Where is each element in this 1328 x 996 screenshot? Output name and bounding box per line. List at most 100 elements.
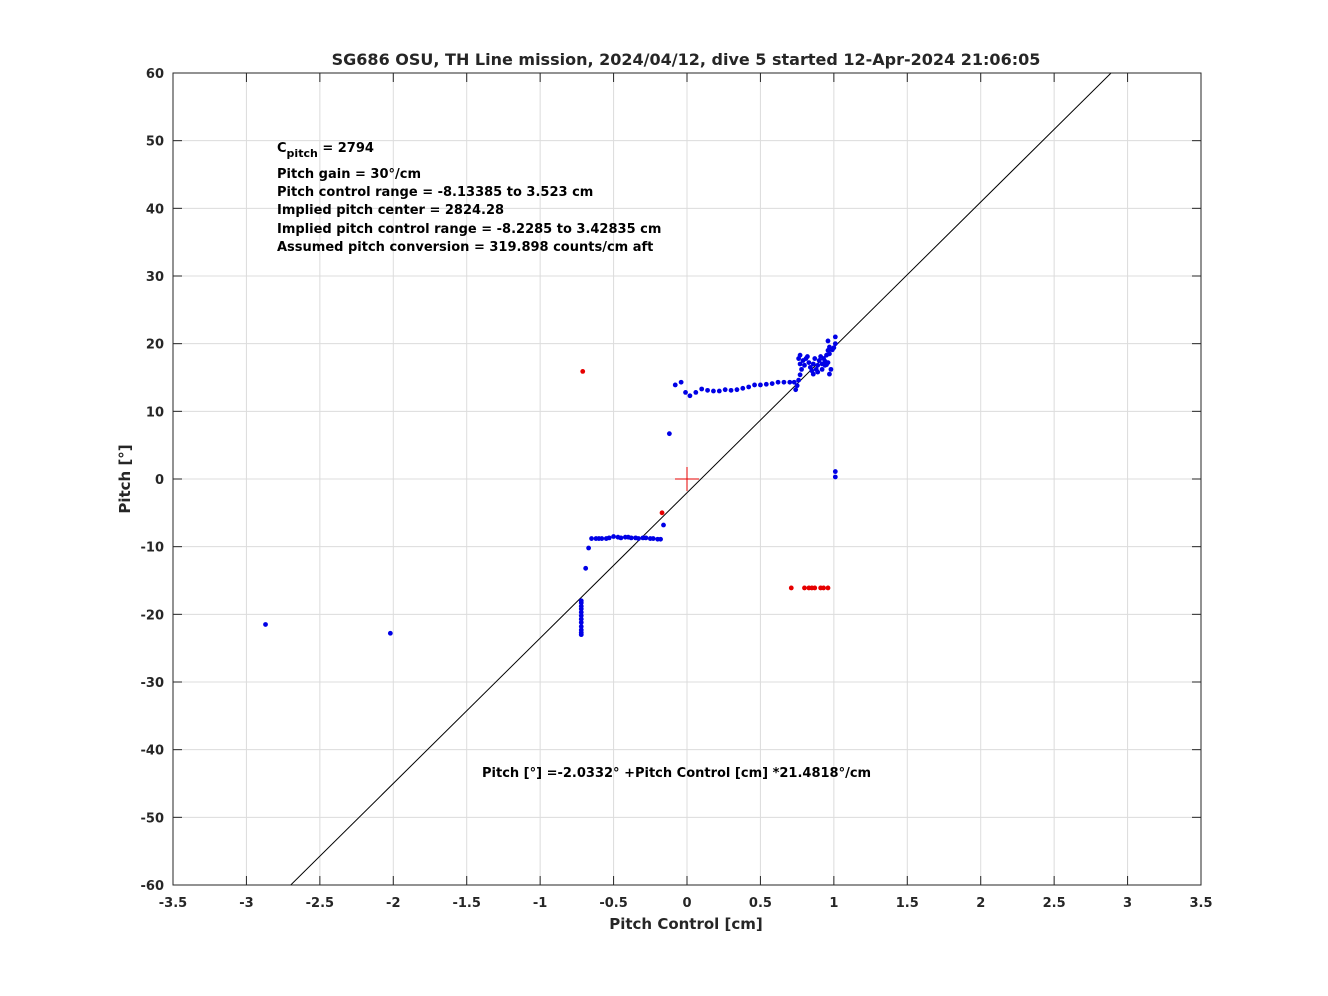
blue-data-point bbox=[716, 388, 722, 394]
fit-line-group bbox=[290, 73, 1112, 885]
fit-line bbox=[290, 73, 1112, 885]
blue-data-point bbox=[722, 387, 728, 393]
blue-data-point bbox=[752, 382, 757, 388]
y-tick-label: 10 bbox=[146, 405, 164, 420]
axes bbox=[172, 72, 1202, 886]
data-points bbox=[263, 334, 838, 638]
red-data-point bbox=[659, 510, 665, 516]
x-tick-label: -3 bbox=[239, 896, 253, 911]
blue-data-point bbox=[806, 360, 812, 366]
blue-data-point bbox=[683, 389, 688, 395]
y-tick-label: -50 bbox=[141, 811, 165, 826]
blue-data-point bbox=[832, 469, 838, 474]
blue-data-point bbox=[799, 366, 804, 372]
x-tick-label: 0 bbox=[682, 896, 691, 911]
blue-data-point bbox=[606, 535, 612, 541]
blue-data-point bbox=[666, 431, 672, 437]
y-tick-label: 0 bbox=[155, 473, 164, 488]
blue-data-point bbox=[832, 474, 838, 480]
x-tick-label: -3.5 bbox=[159, 896, 187, 911]
blue-data-point bbox=[810, 361, 816, 367]
blue-data-point bbox=[672, 382, 678, 388]
grid bbox=[172, 72, 1202, 886]
blue-data-point bbox=[810, 371, 816, 377]
blue-data-point bbox=[661, 522, 666, 528]
blue-data-point bbox=[763, 381, 769, 387]
chart-title: SG686 OSU, TH Line mission, 2024/04/12, … bbox=[332, 50, 1041, 69]
cpitch-subscript: pitch bbox=[287, 147, 318, 160]
blue-data-point bbox=[831, 345, 837, 351]
y-tick-label: -40 bbox=[141, 744, 165, 759]
blue-data-point bbox=[387, 630, 393, 636]
blue-data-point bbox=[791, 379, 797, 385]
y-tick-label: 40 bbox=[146, 202, 164, 217]
red-data-point bbox=[812, 585, 818, 591]
x-tick-label: 2.5 bbox=[1043, 896, 1066, 911]
blue-data-point bbox=[578, 616, 584, 622]
blue-data-point bbox=[699, 386, 705, 392]
blue-data-point bbox=[812, 356, 818, 361]
y-tick-label: -20 bbox=[141, 608, 165, 623]
y-tick-label: -30 bbox=[141, 676, 165, 691]
blue-data-point bbox=[678, 379, 684, 385]
blue-data-point bbox=[578, 603, 584, 609]
blue-data-point bbox=[586, 545, 592, 551]
x-axis-label: Pitch Control [cm] bbox=[609, 915, 763, 933]
blue-data-point bbox=[758, 382, 763, 388]
blue-data-point bbox=[589, 536, 594, 541]
blue-data-point bbox=[658, 536, 663, 542]
blue-data-point bbox=[711, 388, 716, 394]
cpitch-symbol: C bbox=[277, 141, 287, 156]
pitch-gain-annotation: Pitch gain = 30°/cm bbox=[277, 167, 421, 182]
red-data-point bbox=[821, 585, 826, 591]
blue-data-point bbox=[583, 565, 589, 571]
y-tick-label: 20 bbox=[146, 338, 164, 353]
blue-data-point bbox=[643, 535, 649, 541]
y-tick-label: 30 bbox=[146, 270, 164, 285]
x-tick-label: 3 bbox=[1123, 896, 1132, 911]
blue-data-point bbox=[819, 366, 825, 372]
blue-data-point bbox=[578, 609, 584, 615]
x-tick-label: -0.5 bbox=[599, 896, 627, 911]
blue-data-point bbox=[769, 381, 775, 386]
blue-data-point bbox=[815, 369, 821, 375]
blue-data-point bbox=[781, 379, 787, 385]
x-tick-label: -2.5 bbox=[306, 896, 334, 911]
blue-data-point bbox=[628, 535, 634, 541]
x-tick-label: 1.5 bbox=[896, 896, 919, 911]
red-data-point bbox=[788, 585, 794, 591]
blue-data-point bbox=[796, 377, 802, 383]
blue-data-point bbox=[793, 387, 799, 393]
x-tick-label: -2 bbox=[386, 896, 400, 911]
red-data-point bbox=[825, 585, 831, 591]
blue-data-point bbox=[578, 613, 584, 619]
tick-labels: -3.5 -3 -2.5 -2 -1.5 -1 -0.5 0 0.5 1 1.5 2 2.5 3 3.5 -6… bbox=[141, 67, 1213, 911]
red-data-point bbox=[802, 585, 807, 591]
pitch-control-range-annotation: Pitch control range = -8.13385 to 3.523 … bbox=[277, 185, 593, 200]
x-tick-label: 3.5 bbox=[1189, 896, 1212, 911]
x-tick-label: 2 bbox=[976, 896, 985, 911]
cpitch-annotation: Cpitch = 2794 bbox=[277, 141, 374, 160]
x-tick-label: -1 bbox=[533, 896, 547, 911]
y-tick-label: 60 bbox=[146, 67, 164, 82]
blue-data-point bbox=[825, 360, 831, 366]
blue-data-point bbox=[816, 358, 822, 363]
blue-data-point bbox=[815, 362, 821, 368]
blue-data-point bbox=[705, 387, 710, 393]
blue-data-point bbox=[734, 387, 740, 393]
blue-data-point bbox=[787, 379, 793, 385]
blue-data-point bbox=[578, 627, 584, 633]
blue-data-point bbox=[611, 534, 616, 539]
blue-data-point bbox=[775, 379, 781, 385]
blue-data-point bbox=[728, 387, 734, 393]
blue-data-point bbox=[827, 351, 832, 357]
x-tick-label: 0.5 bbox=[749, 896, 772, 911]
blue-data-point bbox=[578, 598, 584, 604]
x-tick-label: 1 bbox=[829, 896, 838, 911]
blue-data-point bbox=[825, 338, 831, 344]
fit-equation-label: Pitch [°] =-2.0332° +Pitch Control [cm] … bbox=[482, 766, 871, 781]
implied-pitch-control-range-annotation: Implied pitch control range = -8.2285 to… bbox=[277, 222, 661, 237]
blue-data-point bbox=[797, 352, 803, 358]
implied-pitch-center-annotation: Implied pitch center = 2824.28 bbox=[277, 203, 504, 218]
